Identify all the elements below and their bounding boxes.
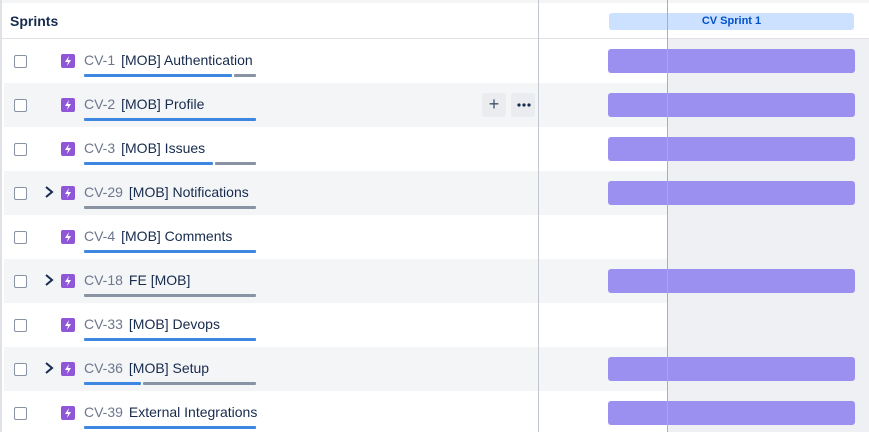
issue-title[interactable]: [MOB] Issues (121, 140, 206, 156)
issue-summary[interactable]: CV-36 [MOB] Setup (84, 360, 209, 376)
issue-summary[interactable]: CV-33 [MOB] Devops (84, 316, 220, 332)
epic-timeline-bar[interactable] (608, 357, 855, 381)
issue-row[interactable]: CV-36 [MOB] Setup (4, 347, 541, 391)
more-horizontal-icon[interactable] (511, 93, 535, 117)
lightning-icon (61, 318, 75, 332)
progress-done (84, 118, 256, 121)
sprint-chip[interactable]: CV Sprint 1 (609, 13, 854, 30)
lightning-icon (61, 142, 75, 156)
row-checkbox[interactable] (14, 143, 27, 156)
epic-timeline-bar[interactable] (608, 269, 855, 293)
issue-list-panel: Sprints CV-1 [MOB] Authentication CV-2 [MOB… (0, 0, 541, 432)
list-header: Sprints (2, 3, 539, 39)
top-border (0, 0, 869, 3)
plus-icon[interactable]: + (482, 93, 506, 117)
chevron-right-icon[interactable] (43, 184, 55, 200)
row-checkbox[interactable] (14, 55, 27, 68)
chevron-right-icon[interactable] (43, 360, 55, 376)
row-checkbox[interactable] (14, 363, 27, 376)
lightning-icon (61, 274, 75, 288)
timeline-panel: CV Sprint 1 (539, 0, 869, 432)
lightning-icon (61, 186, 75, 200)
issue-key[interactable]: CV-33 (84, 316, 123, 332)
issue-row[interactable]: CV-39 External Integrations (4, 391, 541, 432)
progress-bar (84, 426, 256, 429)
row-checkbox[interactable] (14, 187, 27, 200)
row-checkbox[interactable] (14, 407, 27, 420)
progress-bar (84, 162, 256, 165)
row-checkbox[interactable] (14, 275, 27, 288)
issue-summary[interactable]: CV-3 [MOB] Issues (84, 140, 205, 156)
row-checkbox[interactable] (14, 99, 27, 112)
timeline-header: CV Sprint 1 (539, 3, 869, 39)
lightning-icon (61, 54, 75, 68)
issue-title[interactable]: External Integrations (128, 404, 258, 420)
issue-key[interactable]: CV-3 (84, 140, 116, 156)
progress-bar (84, 206, 256, 209)
progress-remaining (84, 206, 256, 209)
epic-timeline-bar[interactable] (608, 137, 855, 161)
row-checkbox[interactable] (14, 231, 27, 244)
progress-remaining (143, 382, 256, 385)
issue-title[interactable]: FE [MOB] (128, 272, 191, 288)
progress-done (84, 382, 141, 385)
progress-remaining (215, 162, 256, 165)
progress-bar (84, 74, 256, 77)
issue-summary[interactable]: CV-4 [MOB] Comments (84, 228, 232, 244)
issue-row[interactable]: CV-4 [MOB] Comments (4, 215, 541, 259)
issue-title[interactable]: [MOB] Notifications (128, 184, 249, 200)
issue-key[interactable]: CV-39 (84, 404, 123, 420)
epic-timeline-bar[interactable] (608, 49, 855, 73)
progress-done (84, 426, 256, 429)
row-checkbox[interactable] (14, 319, 27, 332)
progress-bar (84, 118, 256, 121)
epic-timeline-bar[interactable] (608, 401, 855, 425)
epic-timeline-bar[interactable] (608, 93, 855, 117)
issue-summary[interactable]: CV-29 [MOB] Notifications (84, 184, 249, 200)
issue-summary[interactable]: CV-2 [MOB] Profile (84, 96, 204, 112)
progress-done (84, 74, 232, 77)
progress-remaining (234, 74, 256, 77)
issue-title[interactable]: [MOB] Comments (121, 228, 233, 244)
progress-done (84, 338, 256, 341)
issue-row[interactable]: CV-33 [MOB] Devops (4, 303, 541, 347)
issue-row[interactable]: CV-1 [MOB] Authentication (4, 39, 541, 83)
lightning-icon (61, 98, 75, 112)
lightning-icon (61, 362, 75, 376)
issue-title[interactable]: [MOB] Profile (121, 96, 205, 112)
issue-key[interactable]: CV-18 (84, 272, 123, 288)
issue-summary[interactable]: CV-39 External Integrations (84, 404, 257, 420)
progress-bar (84, 294, 256, 297)
epic-timeline-bar[interactable] (608, 181, 855, 205)
progress-done (84, 250, 256, 253)
issue-row[interactable]: CV-18 FE [MOB] (4, 259, 541, 303)
issue-summary[interactable]: CV-1 [MOB] Authentication (84, 52, 253, 68)
issue-key[interactable]: CV-4 (84, 228, 116, 244)
issue-title[interactable]: [MOB] Setup (128, 360, 210, 376)
today-marker (667, 0, 668, 432)
issue-key[interactable]: CV-1 (84, 52, 116, 68)
issue-summary[interactable]: CV-18 FE [MOB] (84, 272, 190, 288)
issue-row[interactable]: CV-29 [MOB] Notifications (4, 171, 541, 215)
issue-key[interactable]: CV-29 (84, 184, 123, 200)
chevron-right-icon[interactable] (43, 272, 55, 288)
issue-row[interactable]: CV-3 [MOB] Issues (4, 127, 541, 171)
issue-title[interactable]: [MOB] Devops (128, 316, 220, 332)
progress-bar (84, 338, 256, 341)
lightning-icon (61, 406, 75, 420)
list-header-title: Sprints (10, 13, 59, 29)
lightning-icon (61, 230, 75, 244)
progress-bar (84, 250, 256, 253)
issue-row[interactable]: CV-2 [MOB] Profile + (4, 83, 541, 127)
issue-title[interactable]: [MOB] Authentication (121, 52, 253, 68)
progress-remaining (84, 294, 256, 297)
issue-key[interactable]: CV-36 (84, 360, 123, 376)
progress-bar (84, 382, 256, 385)
issue-key[interactable]: CV-2 (84, 96, 116, 112)
progress-done (84, 162, 213, 165)
panel-resize-handle[interactable] (538, 0, 539, 432)
